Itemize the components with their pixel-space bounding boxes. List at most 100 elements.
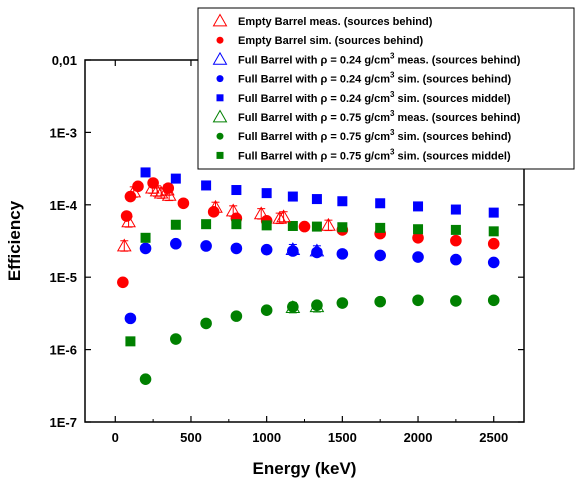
legend-marker [212, 13, 228, 27]
data-point [261, 220, 272, 231]
y-tick-label: 1E-7 [50, 415, 77, 430]
series-1 [117, 177, 500, 289]
legend-text-rho: ρ [321, 74, 328, 86]
data-point [170, 333, 182, 345]
legend-entry: Full Barrel with ρ = 0.24 g/cm3 sim. (so… [238, 90, 511, 105]
x-tick-label: 1000 [252, 430, 281, 445]
legend-text-sup: 3 [390, 90, 395, 99]
legend-text-post: sim. (sources middel) [394, 93, 510, 105]
legend-marker [212, 51, 228, 65]
data-point [287, 220, 298, 231]
data-point [170, 173, 181, 184]
legend-text-post: meas. (sources behind) [394, 112, 520, 124]
legend-text-mid: = 0.75 g/cm [327, 131, 390, 143]
data-point [177, 197, 190, 210]
x-tick-label: 2500 [479, 430, 508, 445]
legend-entry: Full Barrel with ρ = 0.24 g/cm3 meas. (s… [238, 51, 521, 66]
legend-entry: Empty Barrel meas. (sources behind) [238, 16, 433, 28]
y-axis-title: Efficiency [5, 200, 24, 281]
data-point [450, 253, 462, 266]
data-point [336, 297, 349, 309]
data-point [200, 240, 212, 252]
legend-text-mid: = 0.24 g/cm [327, 93, 390, 105]
legend-text-pre: Full Barrel with [238, 150, 321, 162]
legend-marker [212, 109, 228, 123]
legend-marker [216, 151, 224, 159]
data-point [140, 167, 151, 178]
data-point [413, 201, 424, 212]
y-tick-label: 1E-4 [50, 198, 78, 213]
data-point [412, 294, 424, 307]
data-point [450, 224, 461, 235]
legend-text-pre: Full Barrel with [238, 74, 321, 86]
data-point [208, 199, 223, 213]
data-point [450, 204, 461, 215]
x-tick-label: 500 [180, 430, 202, 445]
legend-text-mid: = 0.24 g/cm [327, 54, 390, 66]
data-point [311, 221, 322, 232]
data-point [170, 219, 181, 230]
data-point [225, 203, 241, 217]
data-point [487, 294, 500, 307]
series-5 [285, 299, 325, 314]
data-point [120, 210, 133, 222]
data-point [488, 226, 499, 237]
x-tick-label: 0 [112, 430, 119, 445]
data-point [337, 196, 348, 207]
axes: 0 500 1000 1500 2000 2500 1E-7 1E-6 1E-5 1E-4 1E-3… [5, 53, 525, 478]
data-point [125, 336, 136, 347]
data-point [230, 242, 243, 255]
data-point [450, 295, 462, 307]
x-axis-title: Energy (keV) [253, 459, 357, 478]
data-point [201, 180, 212, 191]
data-point [231, 219, 242, 230]
legend-text-mid: = 0.75 g/cm [327, 112, 390, 124]
data-point [287, 191, 298, 202]
legend-entry: Full Barrel with ρ = 0.24 g/cm3 sim. (so… [238, 71, 512, 86]
legend-marker [216, 75, 224, 83]
series-layer [116, 167, 500, 386]
data-point [201, 219, 212, 230]
legend-text-sup: 3 [390, 147, 395, 156]
legend-entry: Full Barrel with ρ = 0.75 g/cm3 sim. (so… [238, 128, 512, 143]
legend-text-mid: = 0.75 g/cm [327, 150, 390, 162]
y-tick-label: 1E-3 [50, 125, 77, 140]
legend-text-rho: ρ [321, 131, 328, 143]
data-point [276, 209, 291, 223]
data-point [159, 182, 175, 196]
legend-text-pre: Full Barrel with [238, 131, 321, 143]
data-point [116, 238, 132, 252]
legend-text-rho: ρ [321, 112, 328, 124]
legend-marker [216, 94, 224, 102]
legend-text-rho: ρ [321, 150, 328, 162]
data-point [260, 304, 273, 317]
data-point [230, 310, 243, 322]
x-tick-label: 1500 [328, 430, 357, 445]
series-7 [125, 219, 499, 347]
legend-text-post: sim. (sources behind) [394, 131, 511, 143]
data-point [298, 220, 311, 233]
series-6 [139, 294, 500, 386]
data-point [374, 295, 386, 308]
legend-entry: Full Barrel with ρ = 0.75 g/cm3 sim. (so… [238, 147, 511, 162]
data-point [375, 198, 386, 209]
legend-text-pre: Empty Barrel meas. (sources behind) [238, 16, 433, 28]
data-point [309, 299, 325, 313]
legend-text-pre: Full Barrel with [238, 54, 321, 66]
data-point [161, 187, 177, 201]
data-point [285, 242, 301, 256]
data-point [309, 243, 325, 257]
legend-text-pre: Full Barrel with [238, 93, 321, 105]
x-tick-label: 2000 [404, 430, 433, 445]
data-point [121, 214, 136, 228]
series-2 [285, 242, 325, 257]
legend: Empty Barrel meas. (sources behind) Empty… [197, 7, 575, 170]
data-point [285, 300, 301, 313]
data-point [487, 237, 500, 250]
data-point [170, 237, 182, 250]
data-point [253, 206, 269, 220]
data-point [413, 224, 424, 235]
series-3 [124, 237, 500, 325]
legend-text-mid: = 0.24 g/cm [327, 74, 390, 86]
